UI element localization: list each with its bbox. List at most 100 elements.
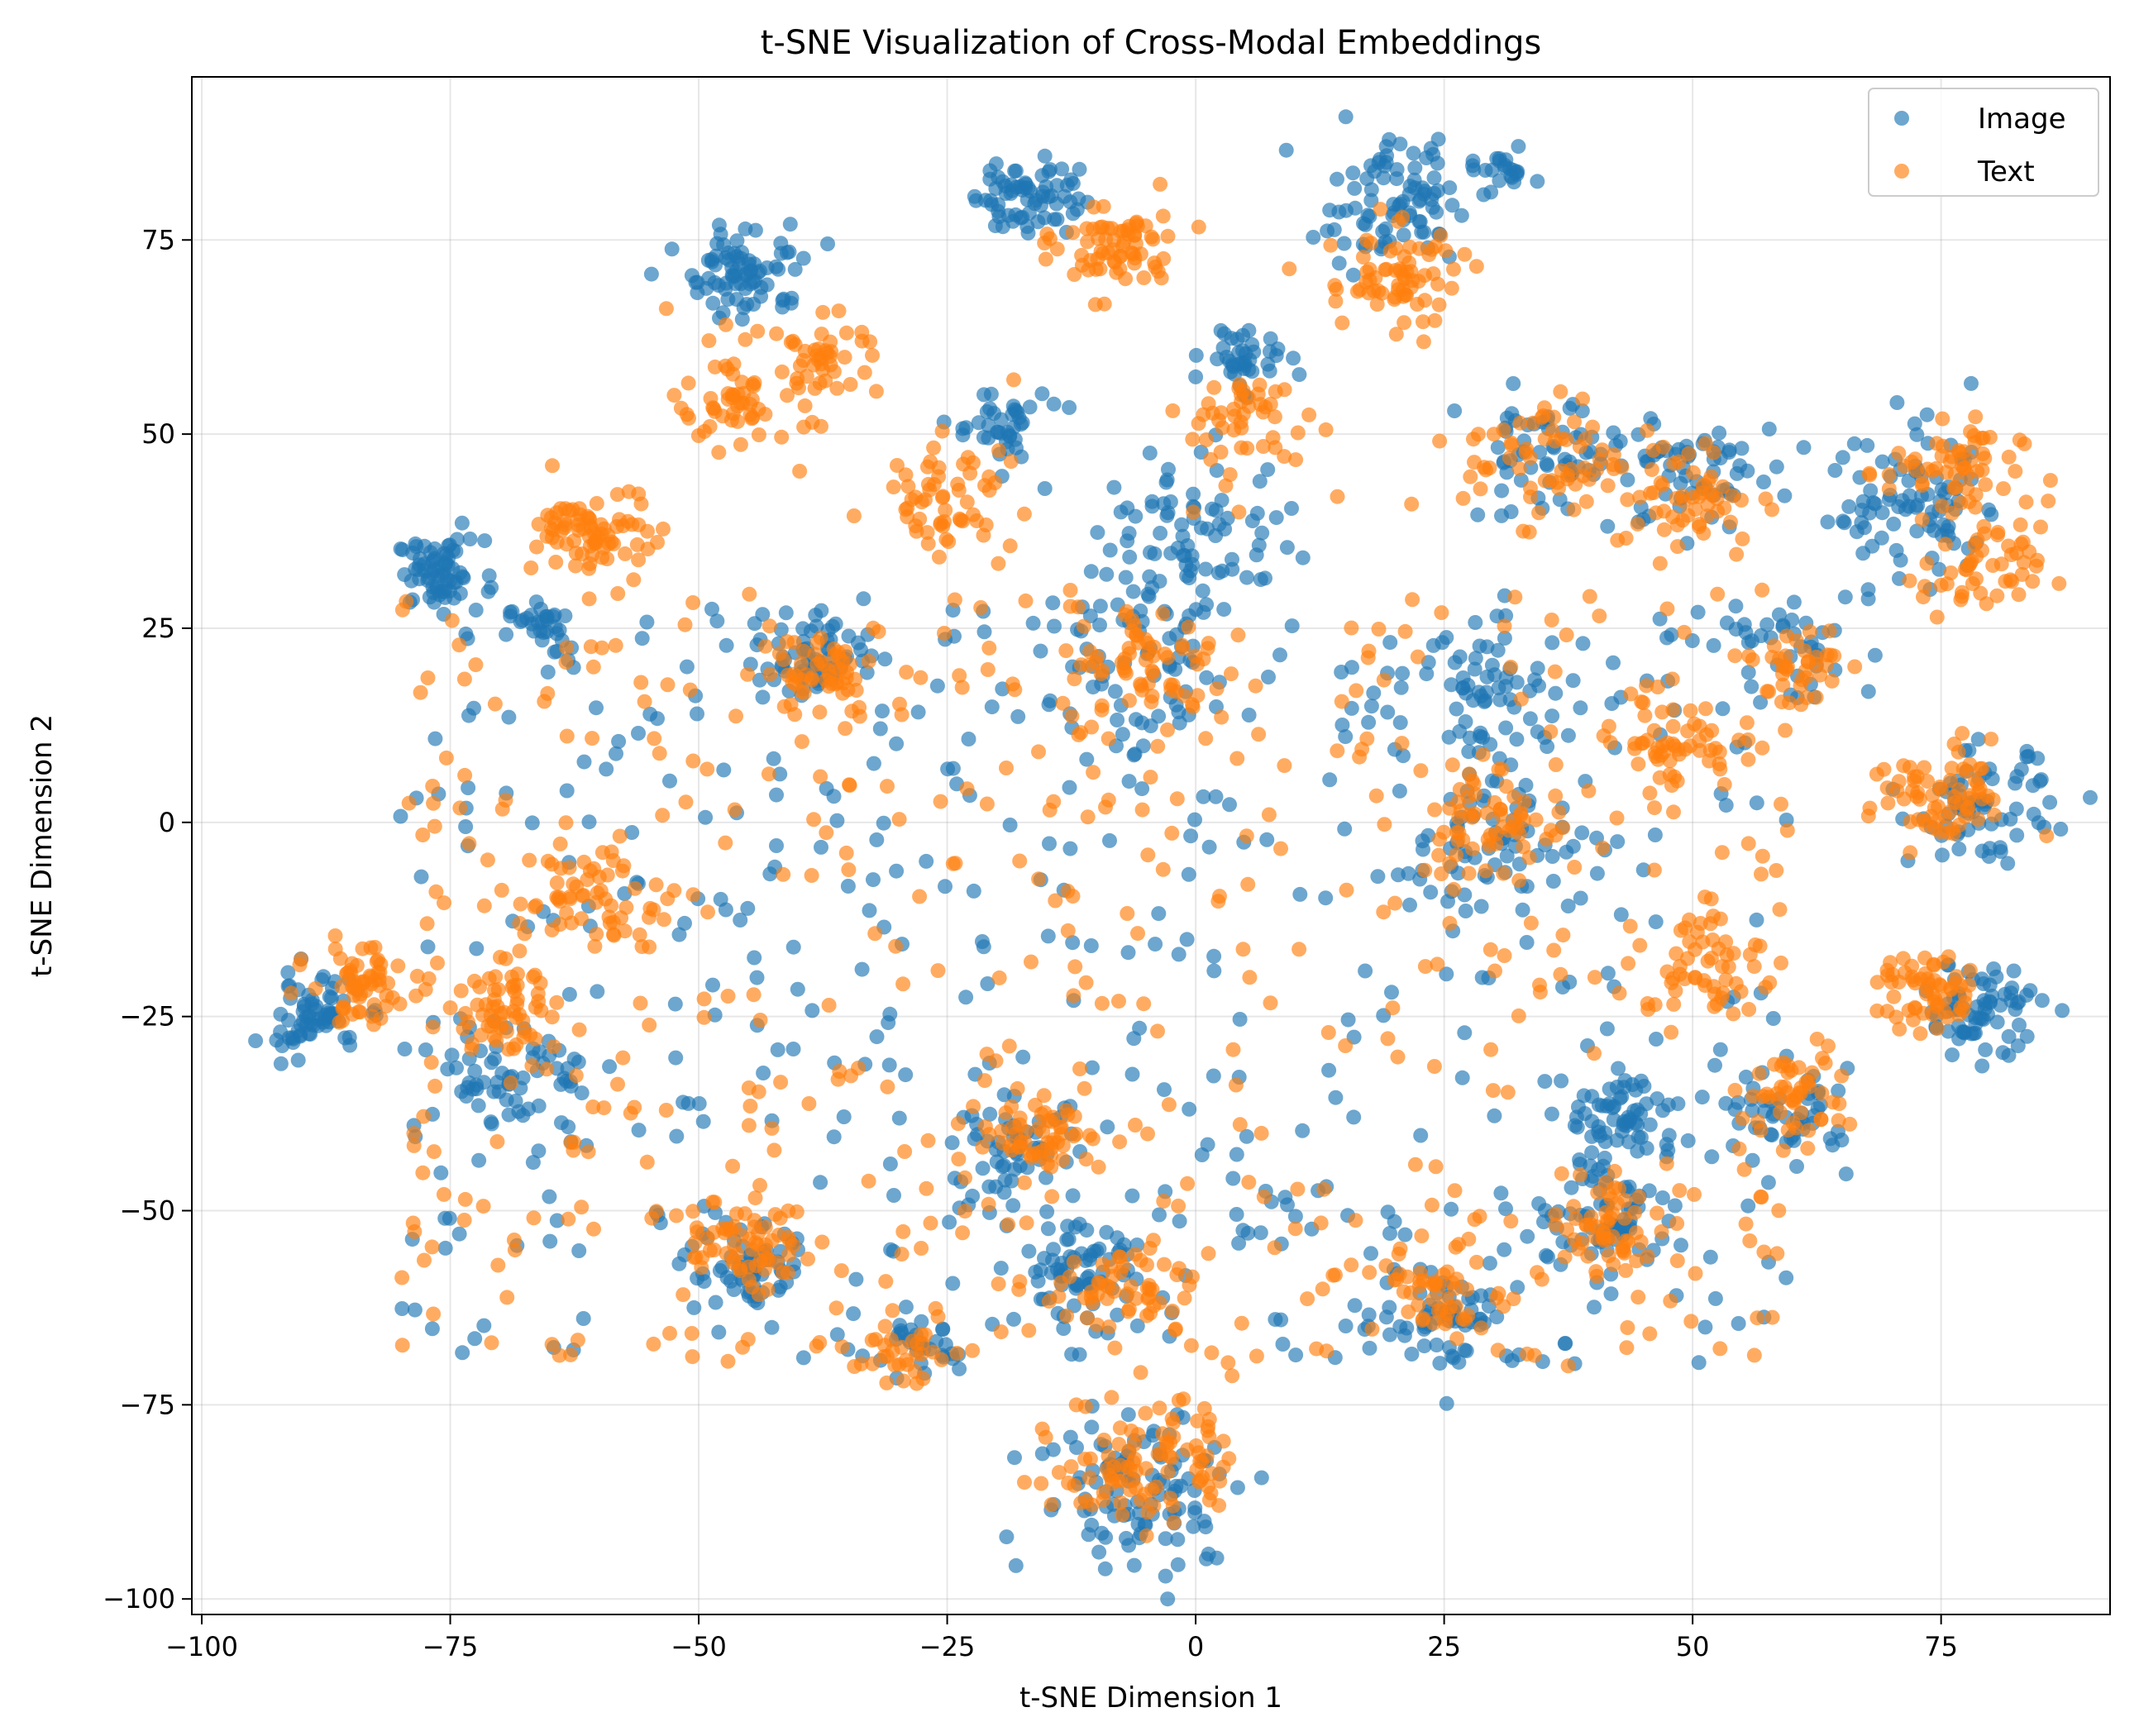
data-point-text	[1404, 496, 1420, 512]
data-point-text	[857, 365, 872, 380]
data-point-text	[627, 1099, 642, 1115]
data-point-text	[606, 928, 622, 943]
data-point-image	[1860, 437, 1875, 453]
data-point-text	[1282, 261, 1297, 277]
data-point-text	[1907, 769, 1922, 785]
data-point-text	[787, 336, 803, 352]
data-point-image	[942, 1214, 957, 1230]
data-point-text	[1103, 1259, 1119, 1275]
data-point-text	[1165, 1304, 1180, 1319]
data-point-text	[742, 586, 757, 602]
data-point-image	[1740, 665, 1756, 680]
data-point-image	[1628, 1082, 1644, 1098]
data-point-image	[1706, 637, 1721, 653]
data-point-image	[1909, 427, 1925, 442]
data-point-image	[540, 665, 556, 680]
data-point-text	[861, 653, 876, 669]
data-point-text	[1842, 1116, 1858, 1132]
data-point-text	[868, 1332, 883, 1347]
data-point-image	[1539, 456, 1554, 471]
data-point-text	[1801, 1123, 1817, 1138]
data-point-text	[2041, 494, 2056, 509]
data-point-text	[931, 549, 947, 565]
data-point-image	[1008, 163, 1024, 179]
data-point-text	[406, 1137, 422, 1153]
data-point-text	[762, 666, 778, 682]
data-point-image	[1037, 210, 1053, 226]
data-point-text	[1022, 1147, 1038, 1162]
data-point-image	[1565, 673, 1581, 689]
data-point-text	[2025, 574, 2041, 589]
data-point-text	[690, 1224, 705, 1240]
data-point-image	[1366, 685, 1382, 701]
data-point-text	[1230, 627, 1246, 643]
data-point-text	[1519, 441, 1535, 457]
data-point-text	[678, 794, 694, 810]
data-point-image	[1000, 207, 1016, 223]
data-point-text	[1411, 241, 1427, 256]
data-point-text	[662, 1325, 677, 1341]
data-point-text	[1164, 825, 1180, 841]
data-point-image	[1130, 1516, 1146, 1532]
data-point-image	[1008, 1557, 1024, 1573]
data-point-image	[1059, 178, 1075, 193]
data-point-image	[1760, 1175, 1776, 1190]
data-point-text	[583, 639, 599, 655]
legend-label-image: Image	[1978, 103, 2065, 136]
data-point-text	[1394, 736, 1410, 751]
data-point-image	[499, 1092, 514, 1108]
data-point-image	[1867, 647, 1883, 663]
data-point-text	[581, 510, 597, 526]
data-point-text	[1879, 780, 1895, 796]
data-point-text	[1096, 198, 1111, 214]
data-point-text	[563, 1347, 579, 1362]
data-point-text	[545, 458, 560, 474]
data-point-text	[931, 460, 947, 475]
data-point-image	[1143, 718, 1158, 734]
data-point-image	[470, 1098, 486, 1114]
data-point-text	[1779, 823, 1795, 838]
data-point-text	[796, 643, 811, 659]
data-point-image	[1587, 1300, 1602, 1315]
data-point-text	[624, 517, 640, 532]
data-point-text	[407, 1223, 423, 1239]
data-point-image	[494, 1066, 510, 1081]
data-point-image	[1336, 236, 1352, 251]
data-point-image	[1170, 1557, 1186, 1572]
data-point-text	[854, 324, 870, 340]
data-point-text	[1109, 265, 1124, 280]
data-point-text	[530, 986, 546, 1001]
data-point-image	[988, 181, 1004, 196]
data-point-text	[1937, 537, 1953, 552]
data-point-image	[1429, 204, 1444, 220]
data-point-image	[1494, 483, 1510, 498]
data-point-text	[1602, 735, 1618, 751]
data-point-text	[1066, 1254, 1081, 1270]
data-point-text	[701, 333, 717, 349]
data-point-image	[1121, 774, 1137, 789]
data-point-text	[1736, 1161, 1752, 1177]
data-point-text	[581, 529, 597, 545]
data-point-text	[718, 835, 733, 851]
data-point-text	[1277, 758, 1292, 774]
data-point-image	[1827, 463, 1843, 478]
data-point-text	[1012, 1110, 1028, 1126]
data-point-text	[512, 1007, 528, 1023]
data-point-text	[1500, 1085, 1516, 1100]
data-point-text	[880, 1079, 895, 1095]
data-point-text	[1253, 1125, 1269, 1141]
data-point-text	[1455, 490, 1471, 506]
data-point-image	[1181, 866, 1196, 882]
data-point-text	[1215, 1459, 1231, 1475]
data-point-text	[1766, 638, 1782, 654]
data-point-text	[819, 825, 834, 841]
data-point-text	[1288, 452, 1304, 468]
data-point-text	[747, 1190, 763, 1206]
data-point-text	[574, 1199, 590, 1215]
data-point-image	[836, 1109, 852, 1124]
data-point-image	[1278, 142, 1294, 158]
data-point-text	[1831, 1113, 1846, 1128]
x-tick-label: −25	[919, 1631, 976, 1662]
data-point-text	[979, 1047, 995, 1062]
data-point-text	[734, 374, 750, 390]
